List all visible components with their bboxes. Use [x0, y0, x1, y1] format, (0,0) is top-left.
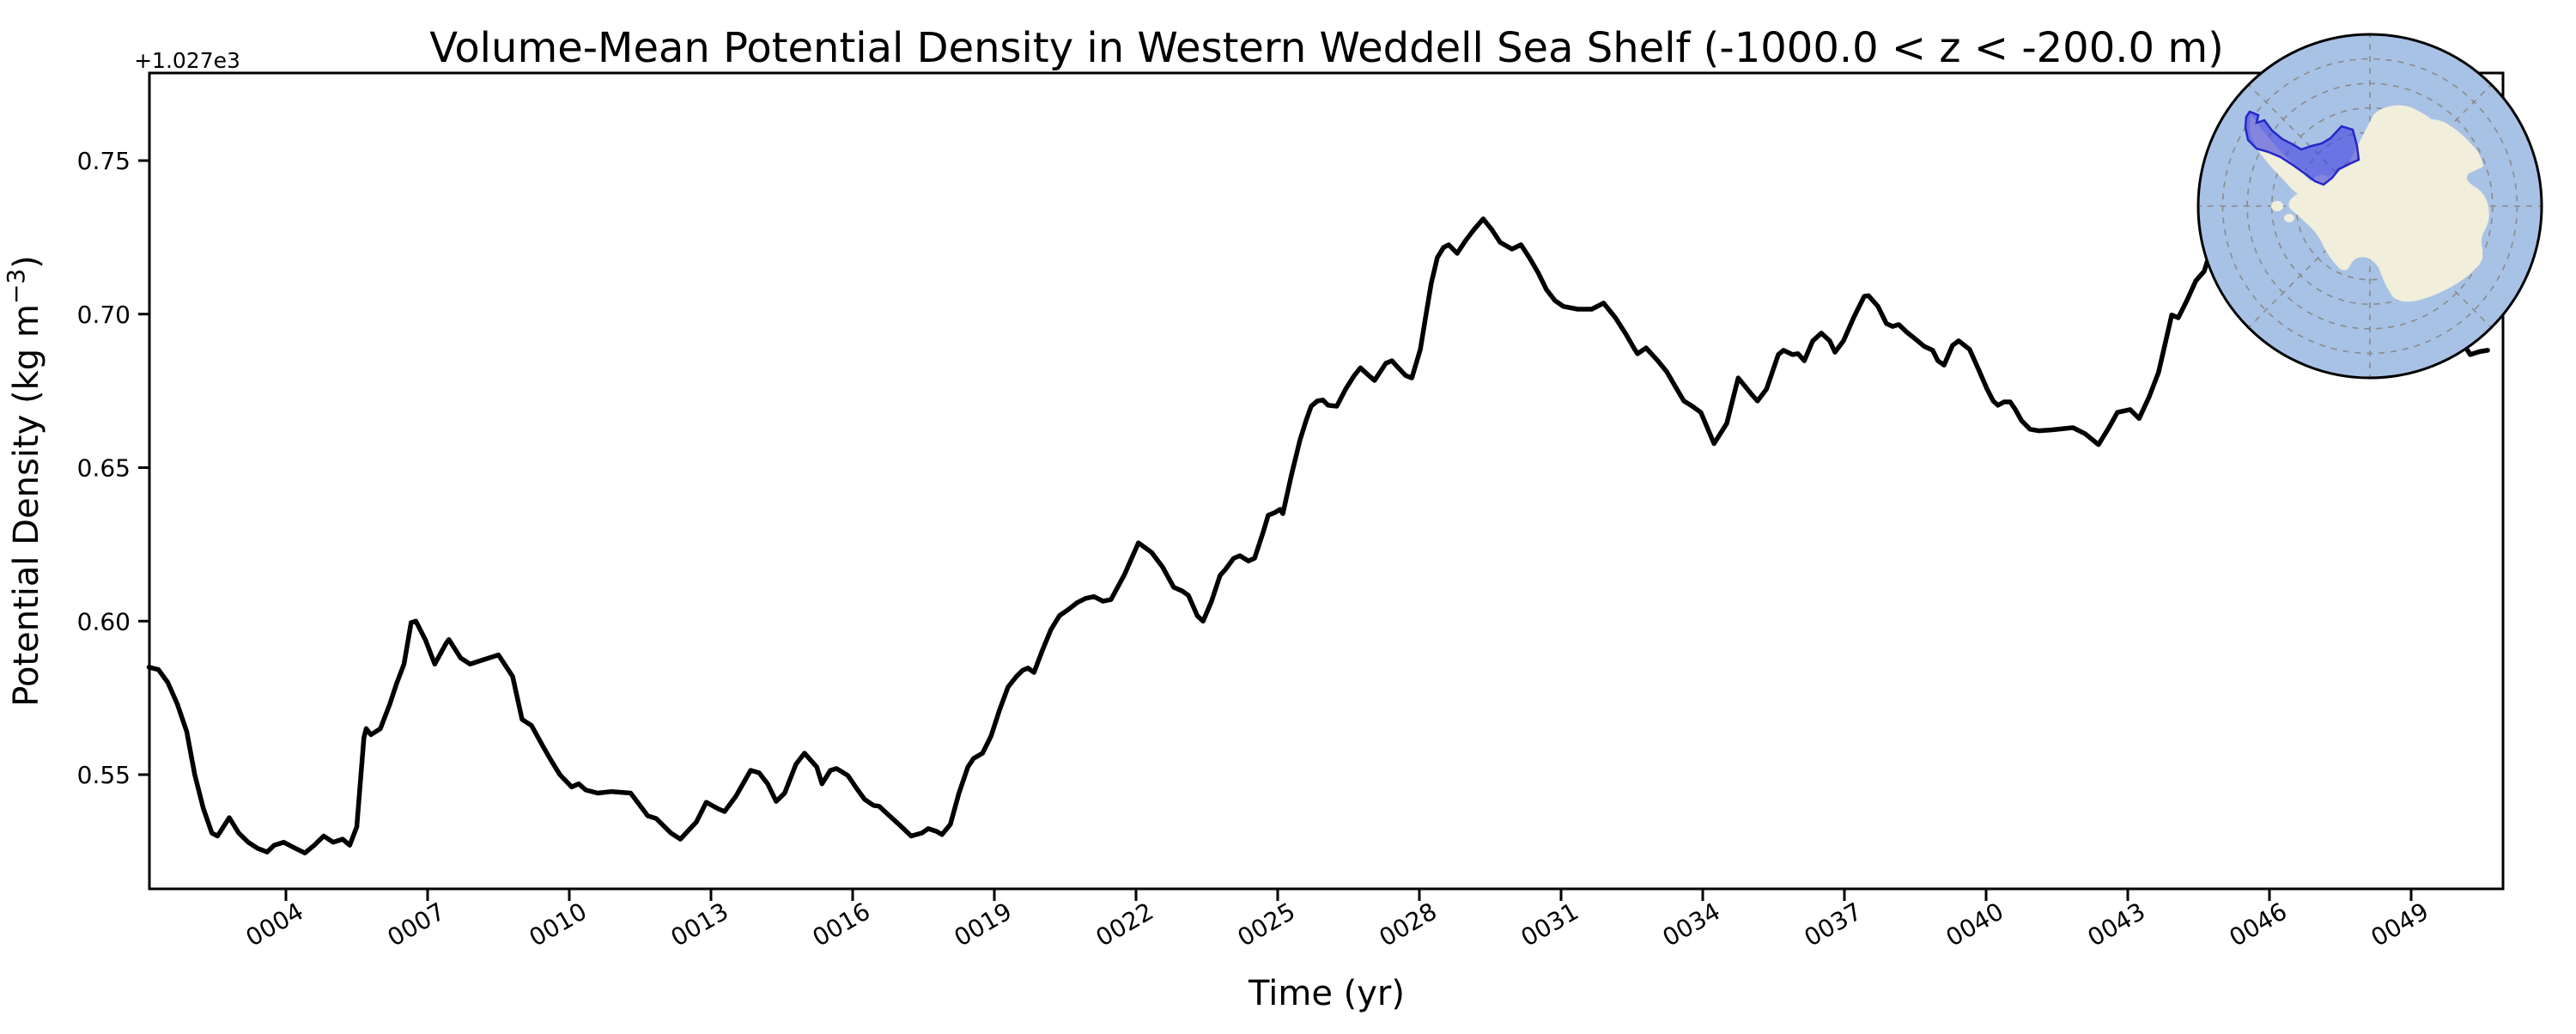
y-axis-label-close: ): [7, 255, 46, 269]
y-axis-ticks: 0.55 0.60 0.65 0.70 0.75: [77, 147, 149, 789]
x-tick-label: 0037: [1800, 897, 1867, 952]
plot-border: [148, 71, 2505, 891]
y-tick-label: 0.75: [77, 147, 131, 175]
x-tick-label: 0004: [241, 897, 308, 952]
chart-title: Volume-Mean Potential Density in Western…: [429, 24, 2224, 72]
y-tick-label: 0.60: [77, 607, 131, 636]
x-tick-label: 0034: [1658, 897, 1725, 952]
y-tick-label: 0.65: [77, 454, 131, 483]
y-axis-label-main: Potential Density (kg m: [7, 304, 46, 707]
islet: [2284, 214, 2294, 222]
x-tick-label: 0016: [808, 897, 875, 952]
y-axis-offset-text: +1.027e3: [134, 48, 240, 73]
x-axis-ticks: 0004 0007 0010 0013 0016 0019 0022 0025 0028 0031…: [241, 889, 2433, 952]
axes: 0.55 0.60 0.65 0.70 0.75 0004 0007 0010 0013 001…: [2, 24, 2505, 1013]
y-axis-label: Potential Density (kg m−3): [2, 255, 46, 706]
x-tick-label: 0040: [1941, 897, 2008, 952]
x-axis-label: Time (yr): [1248, 974, 1405, 1013]
x-tick-label: 0010: [525, 897, 592, 952]
x-tick-label: 0043: [2083, 897, 2150, 952]
x-tick-label: 0028: [1375, 897, 1442, 952]
data-line: [146, 112, 2490, 855]
y-tick-label: 0.55: [77, 761, 131, 789]
islet: [2271, 201, 2283, 211]
x-tick-label: 0025: [1233, 897, 1300, 952]
inset-map: [2196, 33, 2543, 380]
y-tick-label: 0.70: [77, 301, 131, 329]
x-tick-label: 0049: [2366, 897, 2433, 952]
inset-outline: [2196, 33, 2543, 380]
y-axis-label-superscript: −3: [2, 269, 30, 304]
x-tick-label: 0046: [2225, 897, 2292, 952]
antarctica-landmass: [2288, 105, 2489, 302]
x-tick-label: 0019: [950, 897, 1017, 952]
highlight-region: [2244, 110, 2360, 186]
x-tick-label: 0007: [383, 897, 450, 952]
x-tick-label: 0022: [1091, 897, 1158, 952]
x-tick-label: 0031: [1516, 897, 1583, 952]
islet: [2315, 197, 2324, 204]
x-tick-label: 0013: [666, 897, 733, 952]
